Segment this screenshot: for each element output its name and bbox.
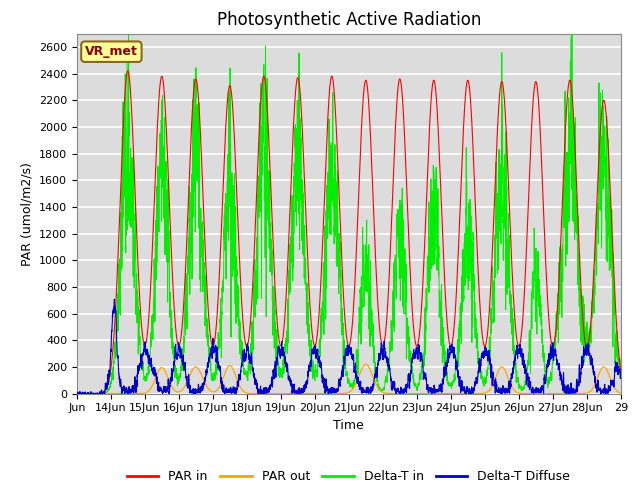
- Title: Photosynthetic Active Radiation: Photosynthetic Active Radiation: [216, 11, 481, 29]
- Text: VR_met: VR_met: [85, 45, 138, 58]
- Legend: PAR in, PAR out, Delta-T in, Delta-T Diffuse: PAR in, PAR out, Delta-T in, Delta-T Dif…: [122, 465, 575, 480]
- X-axis label: Time: Time: [333, 419, 364, 432]
- Y-axis label: PAR (umol/m2/s): PAR (umol/m2/s): [20, 162, 33, 265]
